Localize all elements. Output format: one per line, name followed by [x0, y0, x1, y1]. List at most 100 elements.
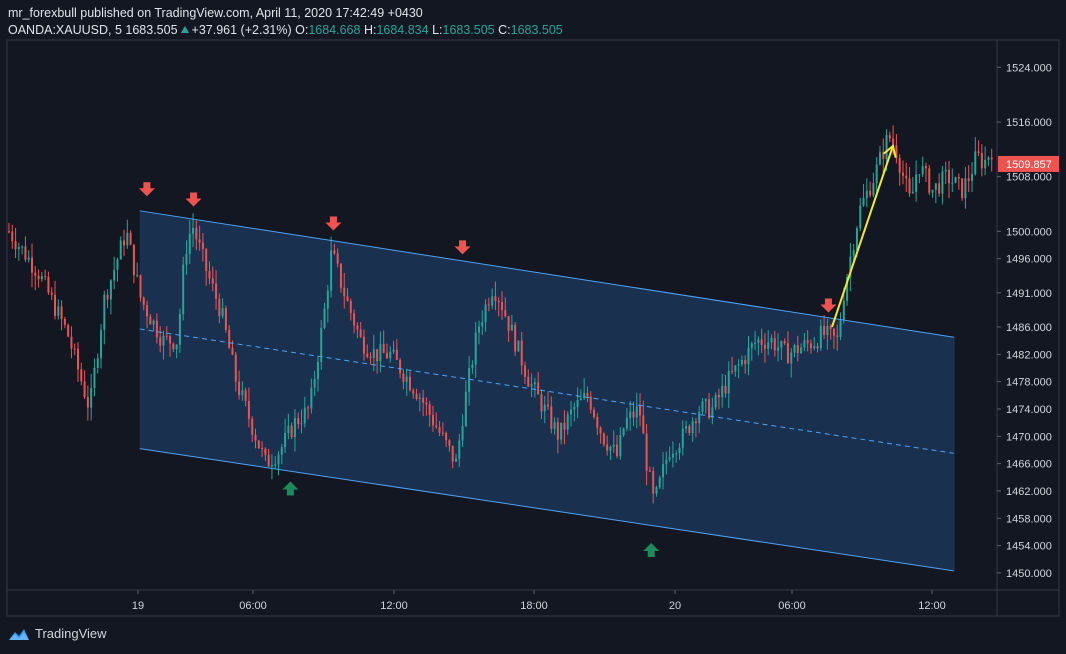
candle-body	[60, 306, 63, 319]
price-tick-label: 1516.000	[1006, 117, 1052, 129]
candle-body	[938, 183, 941, 194]
candle-body	[553, 422, 556, 429]
candle-body	[691, 421, 694, 433]
candle-body	[438, 427, 441, 433]
candle-body	[668, 457, 671, 460]
candle-body	[533, 382, 536, 385]
symbol-label[interactable]: OANDA:XAUUSD, 5	[8, 23, 122, 37]
candle-body	[586, 393, 589, 397]
candle-body	[96, 358, 99, 368]
candle-body	[694, 421, 697, 424]
high-value: 1684.834	[376, 23, 429, 37]
candle-body	[182, 264, 185, 315]
candle-body	[336, 253, 339, 264]
candle-body	[119, 240, 122, 260]
candle-body	[750, 343, 753, 348]
candle-body	[50, 292, 53, 295]
candle-body	[392, 349, 395, 352]
candle-body	[990, 157, 993, 160]
candle-body	[468, 367, 471, 392]
candle-body	[471, 364, 474, 368]
candle-body	[934, 183, 937, 190]
candle-body	[698, 411, 701, 424]
candle-body	[832, 328, 835, 336]
candle-body	[346, 296, 349, 301]
candle-body	[198, 239, 201, 243]
candle-body	[422, 397, 425, 403]
tradingview-brand[interactable]: TradingView	[8, 626, 107, 641]
candle-body	[356, 325, 359, 330]
candle-body	[823, 326, 826, 335]
candle-body	[238, 381, 241, 395]
candle-body	[136, 275, 139, 277]
candle-body	[987, 157, 990, 160]
symbol-ohlc-line: OANDA:XAUUSD, 5 1683.505 +37.961 (+2.31%)…	[8, 23, 563, 37]
candle-body	[362, 336, 365, 354]
candle-body	[855, 228, 858, 251]
candle-body	[931, 189, 934, 193]
candle-body	[596, 417, 599, 428]
candle-body	[103, 294, 106, 330]
price-tick-label: 1458.000	[1006, 513, 1052, 525]
candle-body	[172, 343, 175, 350]
candle-body	[280, 447, 283, 455]
candle-body	[898, 158, 901, 173]
buy-arrow-icon	[643, 543, 660, 558]
candle-body	[254, 434, 257, 441]
candle-body	[872, 183, 875, 196]
candle-body	[379, 344, 382, 362]
candle-body	[888, 135, 891, 139]
candle-body	[267, 454, 270, 467]
candle-body	[149, 316, 152, 325]
channel-lower-line	[139, 448, 955, 572]
candle-body	[165, 335, 168, 337]
candle-body	[17, 246, 20, 250]
candle-body	[964, 178, 967, 199]
candle-body	[31, 257, 34, 273]
candle-body	[524, 365, 527, 377]
sell-arrow-icon	[138, 182, 155, 197]
candle-body	[395, 349, 398, 360]
candle-body	[566, 414, 569, 430]
candle-body	[169, 336, 172, 344]
candle-body	[323, 308, 326, 328]
candle-body	[221, 308, 224, 317]
candle-body	[507, 316, 510, 331]
price-tick-label: 1486.000	[1006, 322, 1052, 334]
price-tick-label: 1454.000	[1006, 541, 1052, 553]
candle-body	[816, 346, 819, 349]
candle-body	[54, 294, 57, 316]
candle-body	[662, 464, 665, 478]
candle-body	[106, 294, 109, 300]
candle-body	[195, 227, 198, 240]
candle-body	[839, 320, 842, 337]
candle-body	[113, 269, 116, 281]
price-tick-label: 1500.000	[1006, 226, 1052, 238]
candle-body	[714, 394, 717, 408]
candle-body	[803, 340, 806, 348]
candle-body	[11, 231, 14, 242]
candle-body	[330, 250, 333, 291]
candle-body	[241, 390, 244, 395]
candle-body	[90, 387, 93, 408]
candle-body	[780, 341, 783, 348]
candle-body	[310, 387, 313, 409]
candle-body	[57, 306, 60, 316]
channel-fill	[139, 210, 954, 571]
candle-body	[178, 314, 181, 345]
candle-body	[339, 263, 342, 288]
candle-body	[773, 338, 776, 351]
candle-body	[675, 453, 678, 455]
candle-body	[685, 425, 688, 429]
candle-body	[372, 349, 375, 359]
candle-body	[40, 276, 43, 280]
candle-body	[941, 171, 944, 194]
candle-body	[639, 406, 642, 416]
candle-body	[826, 325, 829, 335]
candle-body	[333, 250, 336, 254]
candle-body	[481, 322, 484, 327]
candle-body	[431, 414, 434, 426]
candle-body	[257, 440, 260, 449]
candle-body	[724, 385, 727, 394]
